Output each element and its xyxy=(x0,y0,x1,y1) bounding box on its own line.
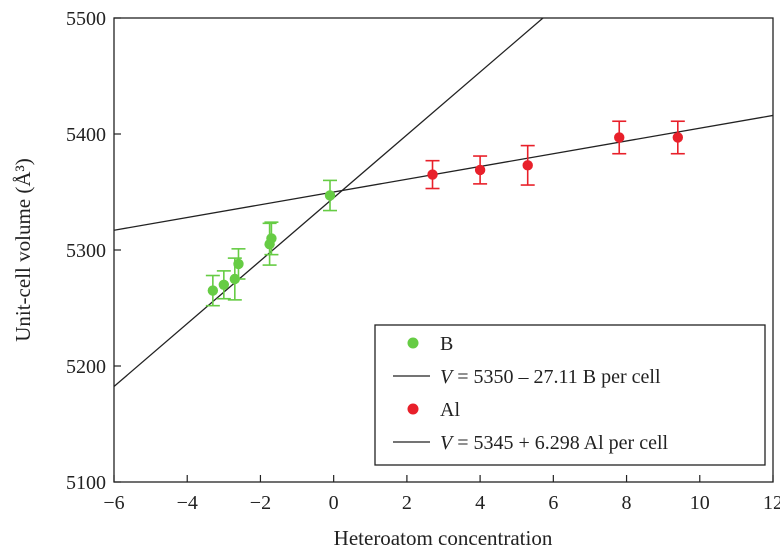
legend-label: V = 5345 + 6.298 Al per cell xyxy=(440,432,669,454)
y-tick-label: 5200 xyxy=(66,356,106,378)
marker xyxy=(672,132,684,143)
x-tick-label: 2 xyxy=(402,492,412,514)
x-tick-label: 0 xyxy=(329,492,339,514)
y-tick-label: 5500 xyxy=(66,8,106,30)
marker xyxy=(207,285,219,296)
data-point-al xyxy=(473,155,488,185)
legend-marker xyxy=(407,403,419,415)
y-axis-label: Unit-cell volume (Å³) xyxy=(11,158,35,342)
data-point-al xyxy=(670,120,685,155)
marker xyxy=(614,132,625,143)
data-points xyxy=(205,120,685,307)
data-point-b xyxy=(323,179,338,212)
marker xyxy=(522,160,533,171)
x-tick-label: 12 xyxy=(763,492,780,514)
fit-line xyxy=(114,114,773,231)
legend-label: Al xyxy=(440,399,460,421)
y-tick-label: 5400 xyxy=(66,124,106,146)
marker xyxy=(427,169,438,180)
data-point-b xyxy=(264,221,279,256)
data-point-b xyxy=(262,222,277,266)
data-point-b xyxy=(216,270,231,300)
legend-label: V = 5350 – 27.11 B per cell xyxy=(440,366,661,388)
x-axis-label: Heteroatom concentration xyxy=(334,526,553,550)
x-tick-label: 4 xyxy=(475,492,485,514)
data-point-b xyxy=(205,274,220,307)
y-tick-label: 5100 xyxy=(66,472,106,494)
marker xyxy=(218,279,230,290)
x-tick-label: 10 xyxy=(690,492,710,514)
fit-line xyxy=(114,18,544,387)
marker xyxy=(233,258,244,270)
x-tick-label: −6 xyxy=(103,492,124,514)
x-tick-label: 8 xyxy=(622,492,632,514)
marker xyxy=(474,164,486,176)
x-tick-label: 6 xyxy=(548,492,558,514)
marker xyxy=(266,233,277,244)
fit-lines xyxy=(114,18,773,387)
marker xyxy=(324,190,336,201)
x-tick-label: −4 xyxy=(177,492,198,514)
y-tick-label: 5300 xyxy=(66,240,106,262)
data-point-b xyxy=(231,248,246,280)
axis-ticks: −6 −4 −2 0 2 4 6 8 10 12 5100 5200 5300 5400 5500 xyxy=(66,8,780,514)
legend-marker xyxy=(407,337,419,349)
data-point-al xyxy=(612,120,627,155)
legend: B V = 5350 – 27.11 B per cell Al V = 5345 +… xyxy=(374,324,766,466)
x-tick-label: −2 xyxy=(250,492,271,514)
legend-box xyxy=(374,324,766,466)
data-point-al xyxy=(520,144,535,186)
data-point-al xyxy=(425,159,440,190)
legend-label: B xyxy=(440,333,453,355)
